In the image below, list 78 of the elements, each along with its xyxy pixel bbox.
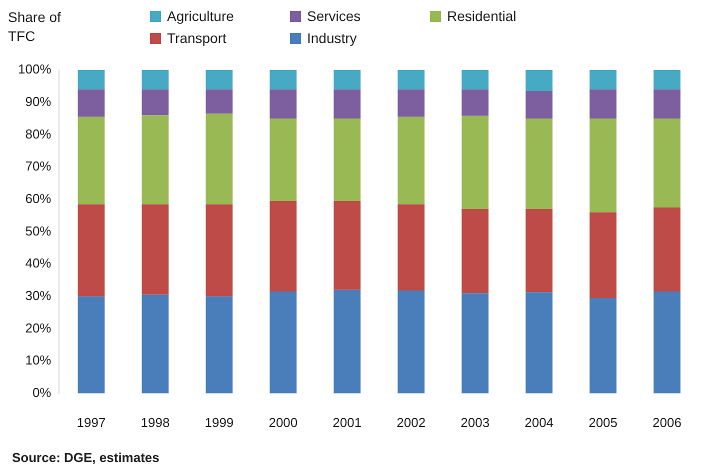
legend-label: Agriculture bbox=[167, 8, 234, 24]
bar bbox=[462, 116, 489, 210]
legend-label: Services bbox=[307, 8, 361, 24]
bar bbox=[590, 298, 616, 394]
bar bbox=[526, 118, 552, 210]
y-tick-label: 40% bbox=[25, 256, 52, 271]
bar bbox=[206, 114, 233, 204]
bar bbox=[526, 70, 552, 92]
x-tick-label: 2006 bbox=[652, 414, 682, 430]
bar bbox=[270, 89, 297, 119]
y-tick-label: 50% bbox=[25, 223, 52, 238]
y-tick-label: 60% bbox=[25, 190, 52, 206]
bar bbox=[654, 70, 680, 90]
bar bbox=[206, 89, 233, 114]
bar bbox=[142, 204, 169, 295]
bar bbox=[590, 118, 616, 212]
bar bbox=[462, 89, 489, 116]
bar bbox=[142, 89, 169, 116]
bar bbox=[334, 118, 361, 201]
bar bbox=[206, 70, 233, 90]
y-tick-label: 0% bbox=[32, 384, 52, 400]
bar bbox=[206, 296, 233, 394]
bar bbox=[78, 89, 105, 117]
y-tick-label: 20% bbox=[25, 320, 52, 336]
bar bbox=[398, 204, 425, 291]
bar bbox=[398, 116, 425, 204]
bar bbox=[334, 89, 361, 119]
x-tick-label: 1998 bbox=[140, 414, 170, 430]
x-tick-label: 2005 bbox=[588, 414, 618, 430]
bar bbox=[334, 290, 361, 394]
bar bbox=[654, 118, 680, 208]
bar bbox=[654, 207, 680, 292]
bar bbox=[78, 116, 105, 204]
bar bbox=[398, 290, 425, 394]
bar bbox=[526, 91, 552, 119]
bar bbox=[590, 70, 616, 90]
bar bbox=[398, 70, 425, 90]
y-tick-label: 70% bbox=[25, 158, 52, 174]
y-tick-label: 80% bbox=[25, 126, 52, 142]
source-note: Source: DGE, estimates bbox=[12, 450, 160, 465]
bar bbox=[270, 200, 297, 292]
bar bbox=[78, 70, 105, 90]
bar bbox=[398, 89, 425, 117]
legend-label: Industry bbox=[307, 30, 357, 46]
bar bbox=[270, 118, 297, 201]
bar bbox=[142, 115, 169, 204]
bar bbox=[526, 209, 552, 292]
bar bbox=[334, 200, 361, 290]
x-tick-label: 2002 bbox=[396, 414, 426, 430]
bar bbox=[78, 296, 105, 394]
bar bbox=[142, 70, 169, 90]
y-tick-label: 100% bbox=[18, 62, 52, 77]
y-axis-title: Share of TFC bbox=[8, 8, 62, 46]
y-tick-label: 30% bbox=[25, 288, 52, 303]
x-tick-label: 2001 bbox=[332, 414, 362, 430]
y-tick-label: 90% bbox=[25, 94, 52, 109]
legend-label: Transport bbox=[167, 30, 226, 46]
bar bbox=[654, 89, 680, 119]
x-tick-label: 2004 bbox=[524, 414, 554, 430]
bar bbox=[462, 293, 489, 394]
x-tick-label: 2000 bbox=[268, 414, 298, 430]
bar bbox=[526, 292, 552, 394]
bar bbox=[334, 70, 361, 90]
bar bbox=[270, 70, 297, 90]
x-tick-label: 1997 bbox=[76, 414, 106, 430]
bar bbox=[590, 212, 616, 298]
bar bbox=[462, 209, 489, 294]
bar bbox=[142, 294, 169, 394]
legend-label: Residential bbox=[447, 8, 516, 24]
bar bbox=[654, 292, 680, 394]
y-tick-label: 10% bbox=[25, 352, 52, 368]
x-tick-label: 1999 bbox=[204, 414, 234, 430]
bar bbox=[270, 292, 297, 394]
bar bbox=[462, 70, 489, 90]
bar bbox=[206, 204, 233, 296]
bar bbox=[590, 89, 616, 119]
x-tick-label: 2003 bbox=[460, 414, 490, 430]
bar bbox=[78, 204, 105, 296]
